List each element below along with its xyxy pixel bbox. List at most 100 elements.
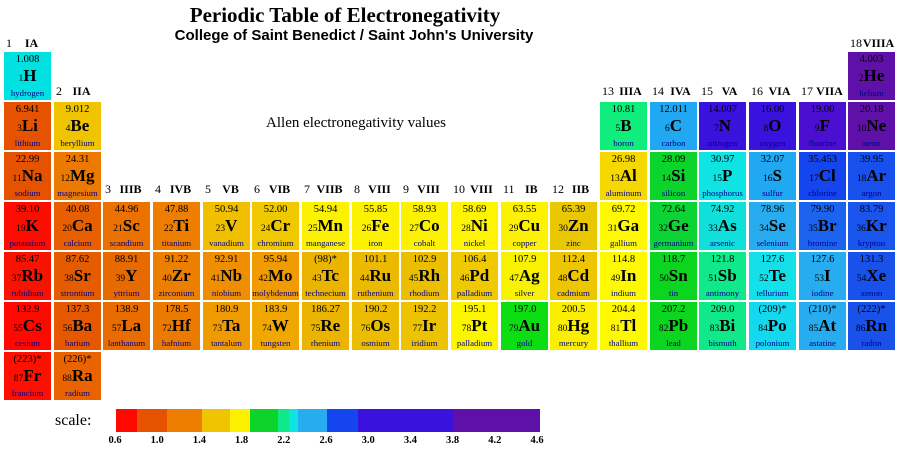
element-cell-In[interactable]: 114.8 49In indium [600,252,647,300]
element-cell-Y[interactable]: 88.91 39Y yttrium [103,252,150,300]
element-cell-Br[interactable]: 79.90 35Br bromine [799,202,846,250]
element-cell-Ta[interactable]: 180.9 73Ta tantalum [203,302,250,350]
element-symbol: Ni [470,216,488,236]
element-cell-Rb[interactable]: 85.47 37Rb rubidium [4,252,51,300]
element-symbol-line: 26Fe [352,217,399,236]
element-symbol: Mg [69,166,95,186]
element-cell-Hf[interactable]: 178.5 72Hf hafnium [153,302,200,350]
element-cell-B[interactable]: 10.81 5B boron [600,102,647,150]
atomic-number: 40 [162,274,172,285]
element-mass: 39.95 [859,154,884,165]
element-cell-Ge[interactable]: 72.64 32Ge germanium [650,202,697,250]
element-symbol: Zr [171,266,191,286]
element-cell-Sc[interactable]: 44.96 21Sc scandium [103,202,150,250]
element-cell-Te[interactable]: 127.6 52Te tellurium [749,252,796,300]
element-name: francium [11,388,44,398]
element-cell-At[interactable]: (210)* 85At astatine [799,302,846,350]
element-cell-N[interactable]: 14.007 7N nitrogen [699,102,746,150]
element-cell-Tc[interactable]: (98)* 43Tc technecium [302,252,349,300]
element-mass: 190.2 [363,304,388,315]
element-cell-Cl[interactable]: 35.453 17Cl chlorine [799,152,846,200]
element-cell-Tl[interactable]: 204.4 81Tl thallium [600,302,647,350]
element-cell-Ba[interactable]: 137.3 56Ba barium [54,302,101,350]
element-cell-Ra[interactable]: (226)* 88Ra radium [54,352,101,400]
element-cell-Bi[interactable]: 209.0 83Bi bismuth [699,302,746,350]
element-symbol-line: 10Ne [848,117,895,136]
element-cell-Ir[interactable]: 192.2 77Ir iridium [401,302,448,350]
element-cell-Ca[interactable]: 40.08 20Ca calcium [54,202,101,250]
element-cell-Fr[interactable]: (223)* 87Fr francium [4,352,51,400]
element-cell-Co[interactable]: 58.93 27Co cobalt [401,202,448,250]
element-cell-O[interactable]: 16.00 8O oxygen [749,102,796,150]
element-cell-Po[interactable]: (209)* 84Po polonium [749,302,796,350]
element-cell-Sn[interactable]: 118.7 50Sn tin [650,252,697,300]
scale-label: scale: [55,412,92,429]
element-symbol-line: 11Na [4,167,51,186]
atomic-number: 56 [62,324,73,335]
element-cell-Ne[interactable]: 20.18 10Ne neon [848,102,895,150]
element-cell-Mn[interactable]: 54.94 25Mn manganese [302,202,349,250]
element-cell-Sb[interactable]: 121.8 51Sb antimony [699,252,746,300]
element-cell-V[interactable]: 50.94 23V vanadium [203,202,250,250]
element-cell-Cu[interactable]: 63.55 29Cu copper [501,202,548,250]
element-name: neon [862,138,881,148]
group-header-17: 17 VIIA [799,84,846,99]
element-cell-Mg[interactable]: 24.31 12Mg magnesium [54,152,101,200]
element-cell-Pd[interactable]: 106.4 46Pd palladium [451,252,498,300]
element-cell-Hg[interactable]: 200.5 80Hg mercury [550,302,597,350]
element-cell-Xe[interactable]: 131.3 54Xe xenon [848,252,895,300]
element-cell-F[interactable]: 19.00 9F fluorine [799,102,846,150]
element-cell-Ag[interactable]: 107.9 47Ag silver [501,252,548,300]
element-cell-Zn[interactable]: 65.39 30Zn zinc [550,202,597,250]
group-number: 14 [652,84,664,98]
element-cell-Ti[interactable]: 47.88 22Ti titanium [153,202,200,250]
element-cell-Fe[interactable]: 55.85 26Fe iron [352,202,399,250]
element-cell-W[interactable]: 183.9 74W tungsten [252,302,299,350]
atomic-number: 30 [558,224,568,235]
element-cell-I[interactable]: 127.6 53I iodine [799,252,846,300]
element-mass: 28.09 [661,154,686,165]
element-symbol-line: 19K [4,217,51,236]
element-cell-Al[interactable]: 26.98 13Al aluminum [600,152,647,200]
atomic-number: 86 [855,324,866,335]
element-cell-Re[interactable]: 186.27 75Re rhenium [302,302,349,350]
element-cell-Ru[interactable]: 101.1 44Ru ruthenium [352,252,399,300]
element-cell-Pb[interactable]: 207.2 82Pb lead [650,302,697,350]
element-symbol-line: 72Hf [153,317,200,336]
element-cell-C[interactable]: 12.011 6C carbon [650,102,697,150]
element-cell-Pt[interactable]: 195.1 78Pt palladium [451,302,498,350]
element-cell-Os[interactable]: 190.2 76Os osmium [352,302,399,350]
element-cell-Mo[interactable]: 95.94 42Mo molybdenum [252,252,299,300]
element-symbol: Rb [21,266,44,286]
element-cell-Nb[interactable]: 92.91 41Nb niobium [203,252,250,300]
element-cell-Kr[interactable]: 83.79 36Kr krypton [848,202,895,250]
element-cell-Au[interactable]: 197.0 79Au gold [501,302,548,350]
atomic-number: 54 [856,274,867,285]
element-cell-Rn[interactable]: (222)* 86Rn radon [848,302,895,350]
element-cell-Na[interactable]: 22.99 11Na sodium [4,152,51,200]
element-cell-Ga[interactable]: 69.72 31Ga gallium [600,202,647,250]
element-cell-Ni[interactable]: 58.69 28Ni nickel [451,202,498,250]
element-cell-As[interactable]: 74.92 33As arsenic [699,202,746,250]
element-cell-Li[interactable]: 6.941 3Li lithium [4,102,51,150]
element-cell-P[interactable]: 30.97 15P phosphorus [699,152,746,200]
element-cell-La[interactable]: 138.9 57La lanthanum [103,302,150,350]
element-cell-Se[interactable]: 78.96 34Se selenium [749,202,796,250]
element-mass: 102.9 [412,254,437,265]
element-name: rubidium [11,288,44,298]
atomic-number: 83 [709,324,720,335]
element-cell-Be[interactable]: 9.012 4Be beryllium [54,102,101,150]
element-cell-Ar[interactable]: 39.95 18Ar argon [848,152,895,200]
element-symbol-line: 88Ra [54,367,101,386]
element-cell-H[interactable]: 1.008 1H hydrogen [4,52,51,100]
element-cell-Sr[interactable]: 87.62 38Sr strontium [54,252,101,300]
element-cell-Zr[interactable]: 91.22 40Zr zirconium [153,252,200,300]
element-cell-Cd[interactable]: 112.4 48Cd cadmium [550,252,597,300]
element-cell-He[interactable]: 4.003 2He helium [848,52,895,100]
element-cell-Si[interactable]: 28.09 14Si silicon [650,152,697,200]
element-cell-S[interactable]: 32.07 16S sulfur [749,152,796,200]
element-cell-K[interactable]: 39.10 19K potassium [4,202,51,250]
element-cell-Cr[interactable]: 52.00 24Cr chromium [252,202,299,250]
element-cell-Cs[interactable]: 132.9 55Cs cesium [4,302,51,350]
element-cell-Rh[interactable]: 102.9 45Rh rhodium [401,252,448,300]
